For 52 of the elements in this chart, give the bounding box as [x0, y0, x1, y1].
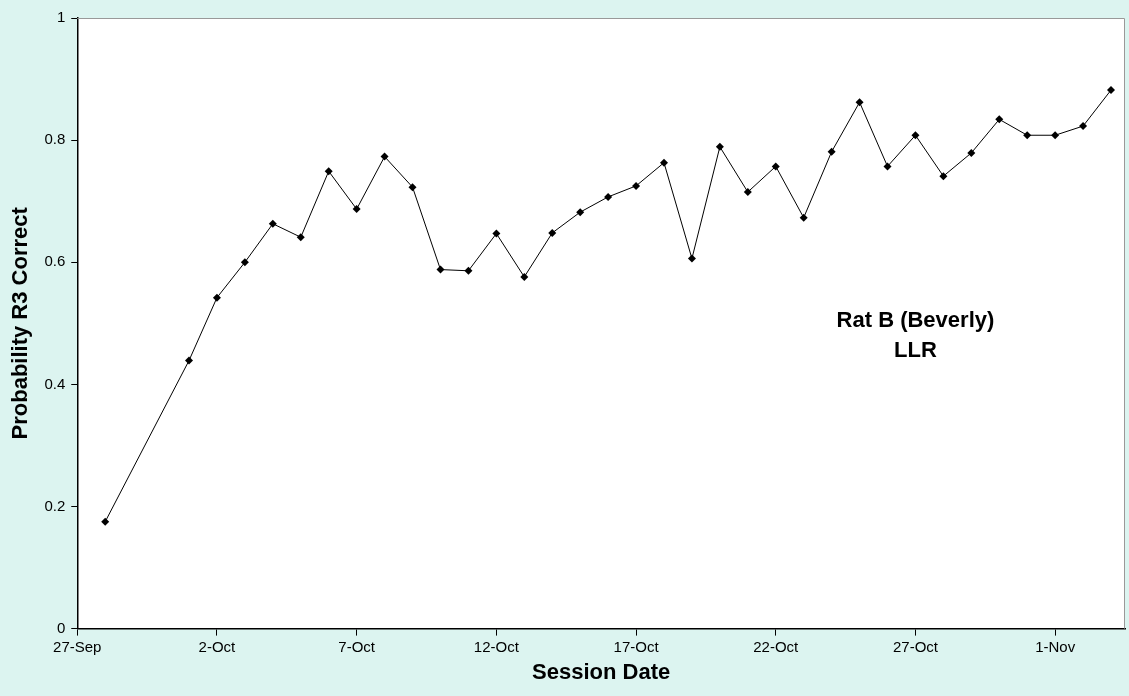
point — [576, 208, 585, 217]
point — [604, 192, 613, 201]
annotation: Rat B (Beverly) LLR — [836, 306, 995, 362]
point — [408, 183, 417, 192]
x-tick-label: 12-Oct — [473, 637, 520, 655]
x-axis-title: Session Date — [532, 658, 671, 684]
point — [687, 254, 696, 263]
point — [296, 233, 305, 242]
point — [659, 158, 668, 167]
point — [520, 272, 529, 281]
y-tick-label: 1 — [56, 8, 66, 26]
y-tick-label: 0.8 — [44, 130, 66, 148]
point — [1079, 122, 1088, 131]
y-tick-label: 0.2 — [44, 496, 66, 514]
y-tick-label: 0 — [56, 618, 66, 636]
x-tick-label: 2-Oct — [198, 637, 237, 655]
point — [883, 162, 892, 171]
point — [855, 98, 864, 107]
point — [352, 205, 361, 214]
point — [995, 115, 1004, 124]
y-axis-title: Probability R3 Correct — [7, 206, 33, 440]
point — [492, 229, 501, 238]
point — [464, 266, 473, 275]
point — [715, 142, 724, 151]
x-tick-label: 17-Oct — [613, 637, 660, 655]
x-tick-label: 22-Oct — [753, 637, 800, 655]
point — [967, 148, 976, 157]
y-tick-label: 0.4 — [44, 374, 66, 392]
point — [632, 181, 641, 190]
point — [1107, 86, 1116, 95]
point — [911, 131, 920, 140]
point — [436, 265, 445, 274]
point — [380, 152, 389, 161]
point — [1023, 131, 1032, 140]
point — [185, 356, 194, 365]
point — [771, 162, 780, 171]
point — [324, 167, 333, 176]
point — [1051, 131, 1060, 140]
x-tick-label: 7-Oct — [338, 637, 376, 655]
point — [268, 219, 277, 228]
point — [939, 172, 948, 181]
point — [548, 228, 557, 237]
point — [827, 147, 836, 156]
point — [240, 258, 249, 267]
point — [101, 517, 110, 526]
point — [743, 188, 752, 197]
point — [799, 213, 808, 222]
x-tick-label: 27-Oct — [892, 637, 939, 655]
x-tick-label: 1-Nov — [1035, 637, 1076, 655]
point — [212, 293, 221, 302]
x-tick-label: 27-Sep — [53, 637, 102, 655]
y-tick-label: 0.6 — [44, 252, 66, 270]
